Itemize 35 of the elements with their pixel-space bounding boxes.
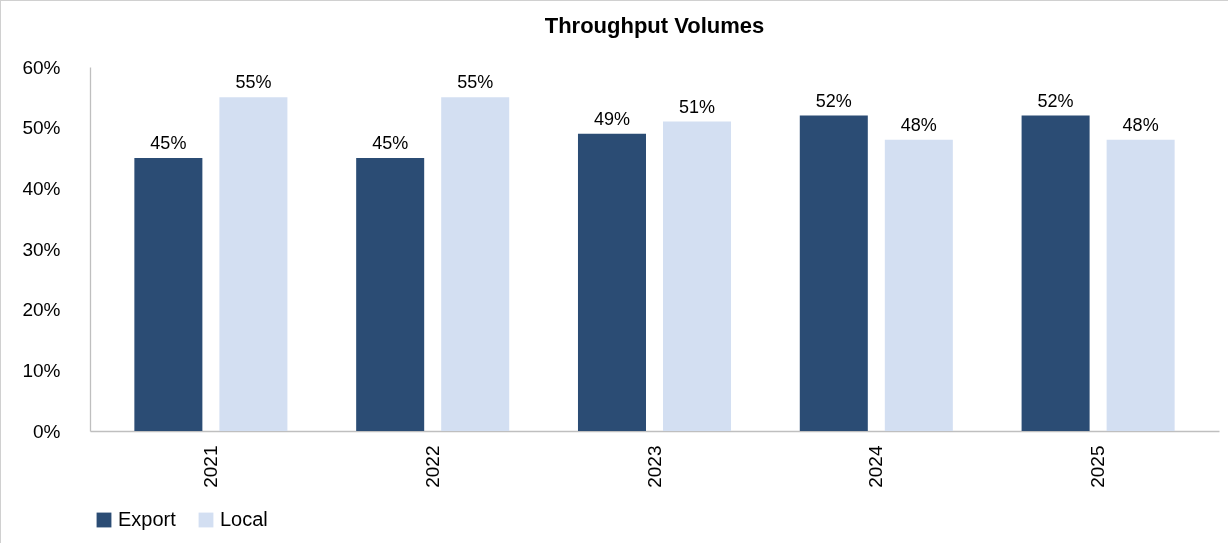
y-tick-label: 60% [22,56,61,78]
chart-title: Throughput Volumes [544,13,765,38]
bar [884,139,953,431]
bar [799,115,868,431]
y-tick-label: 20% [22,299,61,321]
y-tick-label: 40% [22,177,61,199]
bar [219,97,288,431]
legend-label: Local [220,508,268,530]
data-label: 55% [235,72,272,93]
data-label: 45% [150,133,187,153]
x-tick-label: 2025 [1087,445,1109,488]
y-tick-label: 0% [33,420,61,442]
bar [663,121,732,431]
bar [356,158,425,431]
bar [441,97,510,431]
data-label: 55% [457,72,494,93]
x-tick-label: 2023 [643,445,665,488]
data-label: 48% [900,114,937,135]
data-label: 48% [1122,114,1159,135]
bar [1106,139,1175,431]
x-tick-label: 2021 [199,445,221,488]
data-label: 52% [1037,90,1074,111]
y-tick-label: 10% [22,359,61,381]
y-tick-label: 30% [22,238,61,260]
data-label: 51% [679,96,716,117]
data-label: 52% [815,90,852,111]
data-label: 45% [372,133,409,153]
x-tick-label: 2024 [865,445,887,488]
bar [1021,115,1090,431]
x-tick-label: 2022 [421,445,443,488]
y-tick-label: 50% [22,117,61,139]
bar [134,158,203,431]
legend-label: Export [118,508,177,530]
data-label: 49% [593,108,630,129]
bar [577,133,646,431]
